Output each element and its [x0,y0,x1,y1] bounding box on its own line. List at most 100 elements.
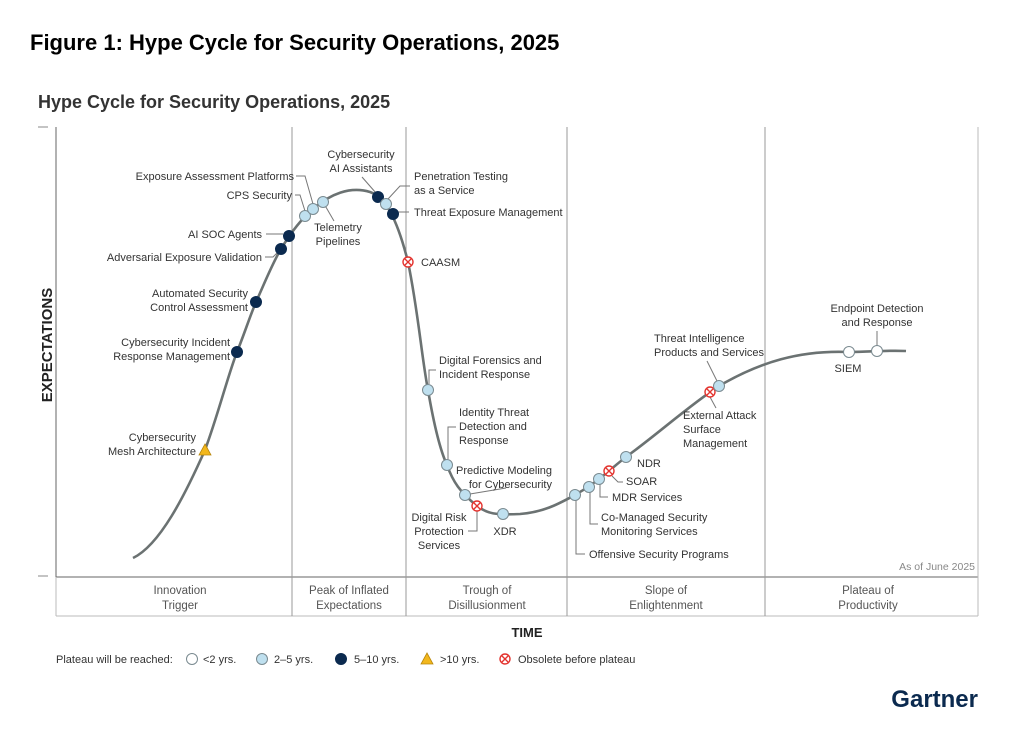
technology-item: Penetration Testing as a Service [380,171,508,210]
leader-line [599,484,608,498]
phase-label-line: Productivity [838,600,898,612]
technology-label-line: Mesh Architecture [108,446,196,458]
technology-item: Exposure Assessment Platforms [136,171,319,215]
technology-label-line: Penetration Testing [414,171,508,183]
technology-marker-icon [387,208,399,220]
technology-label-line: Endpoint Detection [831,303,924,315]
technology-marker-icon [583,481,595,493]
technology-marker-icon [704,386,716,398]
technology-item: CPS Security [227,190,311,222]
legend-gt10-icon [420,652,434,665]
technology-label-line: Cybersecurity [327,149,395,161]
technology-label-line: XDR [493,526,516,538]
technology-label-line: Response [459,435,509,447]
technology-item: Cybersecurity AI Assistants [327,149,395,203]
technology-label: NDR [637,458,661,470]
gartner-logo: Gartner [891,686,978,713]
legend-item: >10 yrs. [420,652,479,666]
technology-label-line: AI SOC Agents [188,229,262,241]
technology-label: Identity Threat Detection and Response [459,407,529,447]
technology-item: Automated Security Control Assessment [150,288,262,314]
technology-label: Predictive Modeling for Cybersecurity [456,465,552,491]
technology-marker-icon [871,345,883,357]
leader-line [575,500,585,555]
technology-marker-icon [569,489,581,501]
technology-item: External Attack Surface Management [683,386,757,450]
technology-item: Offensive Security Programs [569,489,729,561]
technology-label-line: Services [418,540,461,552]
y-axis-label: EXPECTATIONS [39,288,56,402]
technology-label: Adversarial Exposure Validation [107,252,262,264]
phase-label: Peak of Inflated Expectations [309,585,389,612]
technology-label-line: Response Management [113,351,230,363]
legend-label: Obsolete before plateau [518,654,635,666]
technology-item: Digital Forensics and Incident Response [422,355,542,396]
x-axis-label: TIME [511,625,542,640]
leader-line [709,396,717,409]
leader-line [611,475,623,483]
technology-label-line: Predictive Modeling [456,465,552,477]
technology-label-line: SOAR [626,476,657,488]
technology-label-line: Digital Risk [411,512,467,524]
technology-label-line: Exposure Assessment Platforms [136,171,295,183]
technology-item: Adversarial Exposure Validation [107,243,287,264]
phase-label-line: Plateau of [842,585,895,597]
technology-label: Threat Exposure Management [414,207,563,219]
technology-label: Digital Forensics and Incident Response [439,355,542,381]
technology-label: Cybersecurity Incident Response Managemen… [113,337,230,363]
phase-label: Trough of Disillusionment [448,585,526,612]
technology-item: Cybersecurity Incident Response Managemen… [113,337,243,363]
technology-item: SIEM [835,346,862,375]
phase-label-line: Trigger [162,600,198,612]
technology-label-line: Surface [683,424,721,436]
technology-label-line: Cybersecurity Incident [121,337,230,349]
technology-item: Endpoint Detection and Response [831,303,924,357]
phase-label-line: Slope of [645,585,688,597]
legend-lt2-icon [186,653,198,665]
technology-label-line: Threat Exposure Management [414,207,563,219]
technology-label: CPS Security [227,190,293,202]
legend-5to10-icon [335,653,347,665]
leader-line [468,511,478,532]
technology-item: Identity Threat Detection and Response [441,407,529,471]
technology-item: AI SOC Agents [188,229,295,242]
technology-item: Threat Exposure Management [387,207,563,220]
technology-label-line: and Response [842,317,913,329]
technology-label: External Attack Surface Management [683,410,757,450]
technology-label: SIEM [835,363,862,375]
phase-label-line: Peak of Inflated [309,585,389,597]
technology-label-line: Threat Intelligence [654,333,745,345]
technology-label: Offensive Security Programs [589,549,729,561]
legend-title: Plateau will be reached: [56,654,173,666]
technology-label: SOAR [626,476,657,488]
phase-label-line: Trough of [463,585,513,597]
technology-marker-icon [713,380,725,392]
leader-line [469,487,507,495]
technology-label-line: Monitoring Services [601,526,698,538]
phase-label-line: Disillusionment [448,600,526,612]
technology-item: CAASM [402,256,460,269]
technology-marker-icon [441,459,453,471]
technology-label-line: CPS Security [227,190,293,202]
technology-item: Threat Intelligence Products and Services [654,333,765,392]
legend-2to5-icon [256,653,268,665]
technology-label-line: SIEM [835,363,862,375]
legend-item: Obsolete before plateau [499,653,635,666]
technology-label-line: Cybersecurity [129,432,197,444]
technology-item: MDR Services [593,473,683,504]
technology-label-line: Control Assessment [150,302,248,314]
technology-label-line: CAASM [421,257,460,269]
technology-item: Cybersecurity Mesh Architecture [108,432,212,458]
technology-marker-icon [307,203,319,215]
technology-label: Cybersecurity AI Assistants [327,149,395,175]
technology-marker-icon [231,346,243,358]
technology-marker-icon [275,243,287,255]
technology-item: SOAR [603,465,657,488]
figure-title: Figure 1: Hype Cycle for Security Operat… [30,30,559,55]
technology-marker-icon [603,465,615,477]
technology-label: Threat Intelligence Products and Services [654,333,765,359]
technology-points: Cybersecurity Mesh ArchitectureCybersecur… [107,149,924,561]
technology-label-line: NDR [637,458,661,470]
technology-item: Telemetry Pipelines [314,196,362,248]
technology-marker-icon [471,500,483,512]
